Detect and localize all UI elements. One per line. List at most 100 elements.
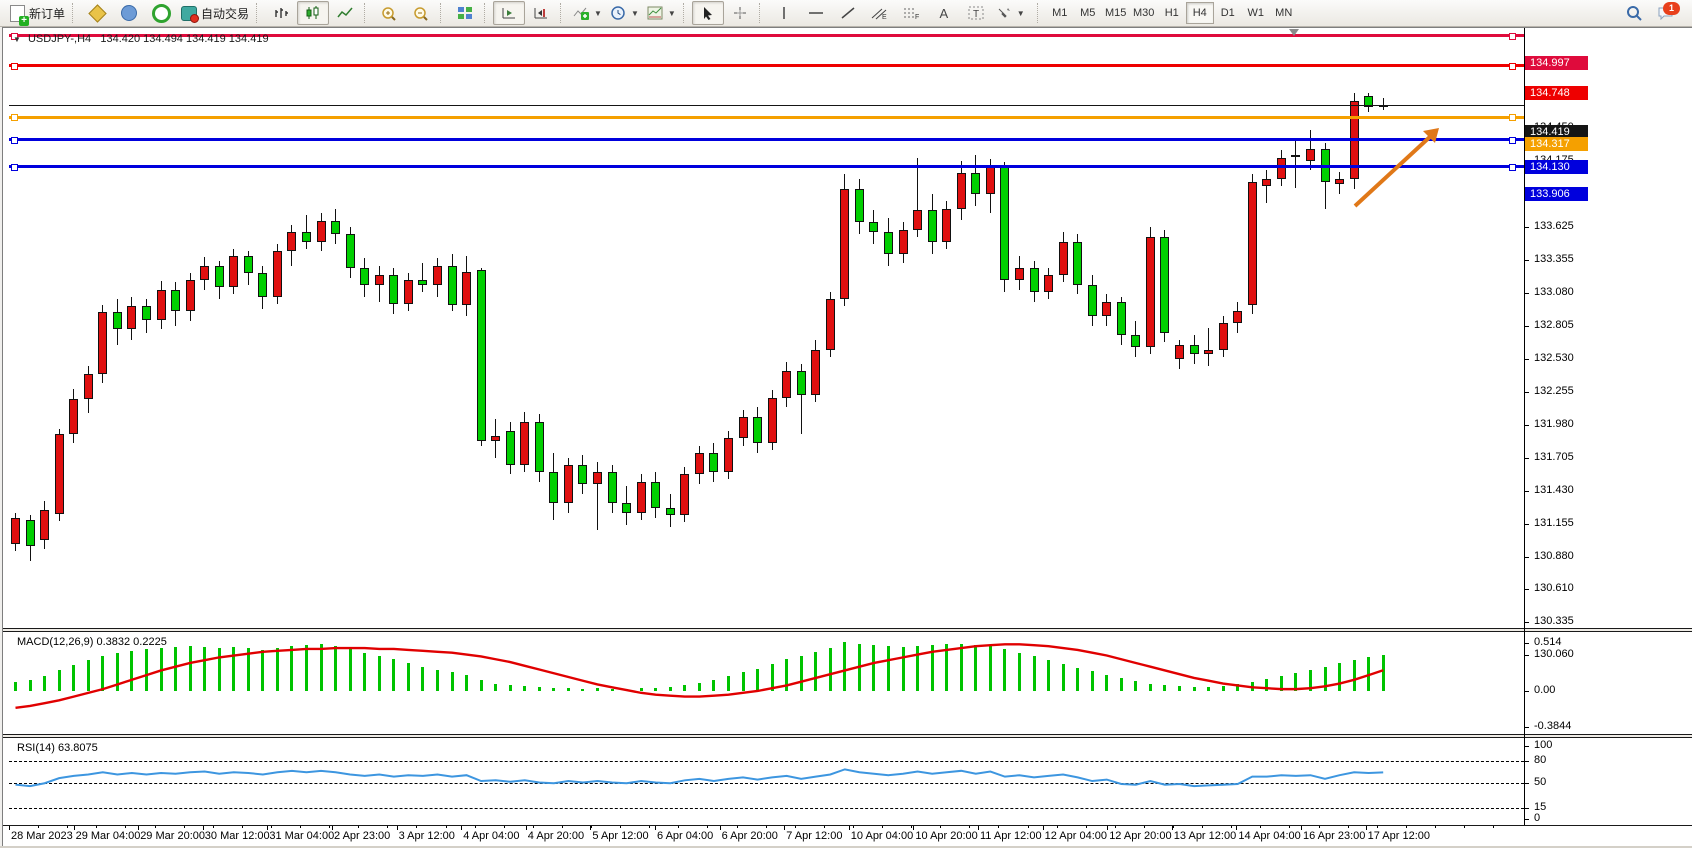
- candle-up: [40, 510, 50, 541]
- hline-134.419[interactable]: [9, 104, 1524, 106]
- text-label-tool[interactable]: T: [960, 1, 992, 25]
- time-minor-tick: [1434, 826, 1436, 828]
- rsi-label: RSI(14) 63.8075: [17, 742, 98, 754]
- line-handle[interactable]: [1509, 163, 1516, 171]
- tab-timeframe-d1[interactable]: D1: [1220, 7, 1235, 19]
- rsi-level-15: [9, 808, 1524, 810]
- vertical-line-tool[interactable]: [768, 1, 800, 25]
- toolbar-separator: [440, 3, 446, 23]
- macd-histogram-bar: [348, 648, 352, 691]
- toolbar-separator: [682, 3, 689, 23]
- search-button[interactable]: [1618, 1, 1650, 25]
- hline-133.906[interactable]: [9, 165, 1524, 169]
- candle-down: [331, 221, 341, 235]
- indicators-button[interactable]: ▼: [569, 1, 606, 25]
- time-minor-tick: [1173, 826, 1174, 828]
- candle-up: [1102, 301, 1112, 317]
- tile-windows-button[interactable]: [449, 1, 481, 25]
- rsi-panel[interactable]: RSI(14) 63.8075: [9, 739, 1524, 825]
- trend-arrow-annotation[interactable]: [9, 29, 1524, 629]
- metaeditor-button[interactable]: [81, 1, 113, 25]
- templates-button[interactable]: ▼: [643, 1, 680, 25]
- price-tick: [1524, 457, 1529, 459]
- candlestick-icon: [306, 6, 319, 19]
- line-handle[interactable]: [1509, 136, 1516, 144]
- line-handle[interactable]: [11, 32, 18, 40]
- chart-dropdown-icon[interactable]: ▼: [13, 35, 21, 44]
- time-minor-tick: [1464, 826, 1465, 828]
- price-axis[interactable]: 135.000134.725134.450134.175133.900133.6…: [1524, 28, 1691, 825]
- rsi-axis-tick: [1524, 760, 1529, 762]
- time-axis[interactable]: 28 Mar 2023 29 Mar 04:00 29 Mar 20:00 30 Ma…: [3, 825, 1692, 846]
- autotrading-button[interactable]: 自动交易: [177, 1, 253, 25]
- tab-timeframe-h4[interactable]: H4: [1185, 2, 1214, 24]
- line-handle[interactable]: [11, 163, 18, 171]
- line-handle[interactable]: [1509, 62, 1516, 70]
- macd-histogram-bar: [930, 645, 934, 691]
- macd-histogram-bar: [1323, 666, 1327, 691]
- notifications-button[interactable]: 1: [1650, 1, 1682, 25]
- hline-134.317[interactable]: [9, 115, 1524, 119]
- time-minor-tick: [1405, 826, 1407, 828]
- svg-text:E: E: [882, 14, 887, 20]
- chart-shift-button[interactable]: [525, 1, 557, 25]
- candlestick-chart-button[interactable]: [297, 1, 330, 25]
- candle-up: [563, 464, 573, 504]
- line-handle[interactable]: [1509, 114, 1516, 122]
- chart-shift-marker[interactable]: [1289, 29, 1299, 36]
- zoom-out-button[interactable]: [405, 1, 437, 25]
- tab-timeframe-mn[interactable]: MN: [1275, 7, 1293, 19]
- macd-histogram-bar: [1047, 660, 1051, 691]
- zoom-in-button[interactable]: [373, 1, 405, 25]
- line-handle[interactable]: [11, 114, 18, 122]
- hline-134.997[interactable]: [9, 34, 1524, 38]
- toolbar-separator: [758, 3, 765, 23]
- macd-histogram-bar: [1134, 680, 1138, 691]
- tab-timeframe-m5[interactable]: M5: [1080, 7, 1096, 19]
- panel-resize-handle[interactable]: [3, 734, 1692, 738]
- tab-timeframe-m15[interactable]: M15: [1105, 7, 1127, 19]
- periods-button[interactable]: ▼: [606, 1, 643, 25]
- tab-timeframe-m30[interactable]: M30: [1133, 7, 1155, 19]
- fibonacci-tool[interactable]: F: [896, 1, 928, 25]
- time-minor-tick: [532, 826, 534, 828]
- macd-histogram-bar: [1338, 662, 1342, 691]
- auto-scroll-button[interactable]: [493, 1, 526, 25]
- candle-down: [971, 173, 981, 194]
- text-tool[interactable]: A: [928, 1, 960, 25]
- candle-up: [1291, 155, 1301, 158]
- macd-histogram-bar: [639, 688, 643, 691]
- macd-histogram-bar: [654, 688, 658, 691]
- price-line-tag-134.317: 134.317: [1525, 137, 1588, 152]
- hline-134.748[interactable]: [9, 64, 1524, 68]
- cursor-tool-button[interactable]: [691, 1, 724, 25]
- trendline-tool[interactable]: [832, 1, 864, 25]
- new-order-button[interactable]: 新订单: [6, 1, 69, 26]
- panel-resize-handle[interactable]: [3, 628, 1692, 632]
- arrows-tool[interactable]: ▼: [992, 1, 1029, 25]
- tab-timeframe-m1[interactable]: M1: [1052, 7, 1068, 19]
- macd-panel[interactable]: MACD(12,26,9) 0.3832 0.2225: [9, 633, 1524, 735]
- chart-title: ▼ USDJPY-,H4 134.420 134.494 134.419 134…: [13, 33, 269, 45]
- line-handle[interactable]: [11, 62, 18, 70]
- time-axis-label: 6 Apr 20:00: [721, 830, 778, 842]
- line-chart-button[interactable]: [329, 1, 361, 25]
- candle-wick: [597, 462, 598, 530]
- line-handle[interactable]: [1509, 32, 1516, 40]
- crosshair-tool-button[interactable]: [724, 1, 756, 25]
- bar-chart-button[interactable]: [265, 1, 297, 25]
- main-chart-plot[interactable]: [9, 29, 1524, 629]
- time-minor-tick: [212, 826, 214, 828]
- signals-button[interactable]: [145, 1, 177, 25]
- line-handle[interactable]: [11, 136, 18, 144]
- tab-timeframe-w1[interactable]: W1: [1247, 7, 1264, 19]
- candle-down: [709, 452, 719, 473]
- horizontal-line-tool[interactable]: [800, 1, 832, 25]
- market-watch-button[interactable]: [113, 1, 145, 25]
- price-tick: [1524, 424, 1529, 426]
- time-axis-label: 4 Apr 04:00: [463, 830, 520, 842]
- tab-timeframe-h1[interactable]: H1: [1164, 7, 1179, 19]
- equidistant-channel-tool[interactable]: E: [864, 1, 896, 25]
- candle-down: [1116, 301, 1126, 336]
- hline-134.130[interactable]: [9, 138, 1524, 142]
